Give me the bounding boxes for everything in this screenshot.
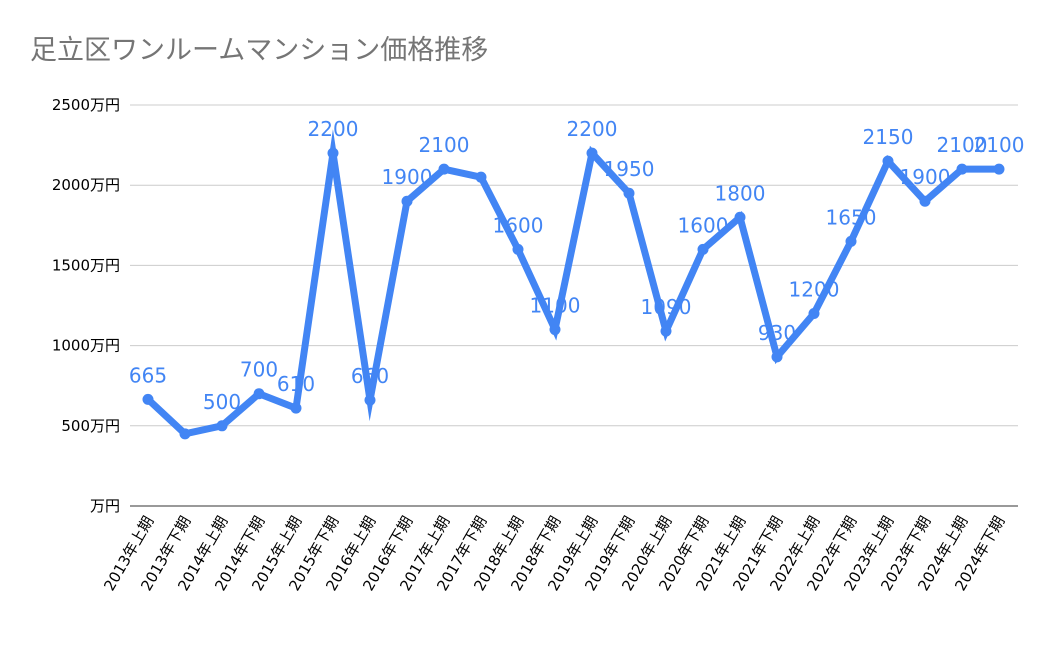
y-tick-label: 500万円 — [61, 417, 120, 435]
data-point — [512, 243, 524, 255]
data-label: 1950 — [604, 157, 655, 181]
data-point — [882, 155, 894, 167]
data-label: 1900 — [382, 165, 433, 189]
data-label: 500 — [203, 390, 241, 414]
data-point — [364, 394, 376, 406]
data-point — [919, 195, 931, 207]
data-point — [253, 388, 265, 400]
data-point — [179, 428, 191, 440]
chart-title: 足立区ワンルームマンション価格推移 — [30, 35, 489, 66]
y-tick-label: 万円 — [90, 497, 120, 515]
data-point — [808, 308, 820, 320]
data-label: 2200 — [308, 117, 359, 141]
data-point — [438, 163, 450, 175]
data-label: 700 — [240, 358, 278, 382]
y-tick-label: 2500万円 — [52, 96, 120, 114]
data-label: 2150 — [863, 125, 914, 149]
data-label: 1090 — [641, 295, 692, 319]
y-tick-label: 1500万円 — [52, 256, 120, 274]
series-line-layer — [145, 129, 999, 438]
y-axis-ticks: 万円 500万円 1000万円 1500万円 2000万円 2500万円 — [52, 96, 120, 515]
data-point — [401, 195, 413, 207]
data-points — [142, 147, 1005, 440]
data-point — [216, 420, 228, 432]
data-point — [845, 235, 857, 247]
grid-layer — [130, 104, 1018, 507]
data-point — [660, 325, 672, 337]
data-point — [697, 243, 709, 255]
data-label: 660 — [351, 364, 389, 388]
data-label: 1100 — [530, 294, 581, 318]
data-label: 610 — [277, 372, 315, 396]
data-label: 1600 — [493, 213, 544, 237]
data-point — [623, 187, 635, 199]
data-point — [142, 393, 154, 405]
data-label: 1200 — [789, 278, 840, 302]
data-label: 1800 — [715, 181, 766, 205]
data-point — [956, 163, 968, 175]
y-tick-label: 2000万円 — [52, 176, 120, 194]
data-label: 2200 — [567, 117, 618, 141]
data-label: 2100 — [974, 133, 1025, 157]
data-label: 2100 — [419, 133, 470, 157]
data-point — [586, 147, 598, 159]
data-point — [771, 351, 783, 363]
data-point — [549, 324, 561, 336]
data-label: 665 — [129, 363, 167, 387]
data-point — [993, 163, 1005, 175]
data-point — [290, 402, 302, 414]
data-label: 2100 — [937, 133, 988, 157]
data-point — [475, 171, 487, 183]
data-label: 930 — [758, 321, 796, 345]
y-tick-label: 1000万円 — [52, 337, 120, 355]
data-label: 1900 — [900, 165, 951, 189]
series-line — [145, 129, 999, 438]
data-point — [327, 147, 339, 159]
data-point — [734, 211, 746, 223]
data-label: 1650 — [826, 205, 877, 229]
x-axis-ticks: 2013年上期2013年下期2014年上期2014年下期2015年上期2015年… — [100, 513, 1008, 594]
data-label: 1600 — [678, 213, 729, 237]
